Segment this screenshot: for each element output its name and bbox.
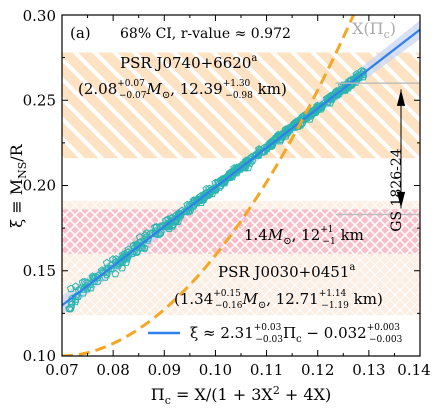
fit-line [62, 28, 420, 307]
scatter-point [248, 156, 257, 165]
curve-label: X(Πc) [352, 19, 396, 41]
psr-j0030-detail: (1.34+0.15 −0.16M⊙, 12.71+1.14 −1.19 km) [174, 289, 383, 311]
x-tick-label: 0.13 [352, 361, 385, 379]
scatter-point [220, 178, 229, 187]
ci-annotation: 68% CI, r-value ≈ 0.972 [120, 26, 291, 42]
x-tick-label: 0.07 [45, 361, 78, 379]
canonical-ns-label: 1.4M⊙, 12+1 −1 km [244, 225, 364, 247]
x-tick-label: 0.11 [250, 361, 283, 379]
y-tick-label: 0.10 [23, 347, 56, 365]
y-tick-labels: 0.10 0.15 0.20 0.25 0.30 [23, 7, 56, 365]
x-tick-label: 0.08 [96, 361, 129, 379]
panel-label: (a) [70, 24, 91, 42]
axis-ticks [61, 14, 421, 357]
x-of-pi-curve [62, 15, 356, 356]
gs-1826-label: GS 1826-24 [389, 148, 405, 231]
legend-fit-label: ξ ≈ 2.31+0.03 −0.03Πc − 0.032+0.003 −0.003 [190, 323, 403, 345]
x-tick-label: 0.12 [301, 361, 334, 379]
scatter-point [65, 304, 74, 313]
scatter-point [340, 84, 349, 93]
gs-1826-range-arrow [396, 89, 406, 209]
scatter-point [168, 222, 177, 230]
scatter-point [79, 285, 88, 293]
scatter-point [199, 194, 207, 203]
scatter-point [255, 144, 263, 153]
scatter-point [307, 110, 316, 119]
y-axis-label: ξ ≡ MNS/R [7, 143, 29, 227]
scatter-point [279, 131, 288, 140]
scatter-point [140, 244, 149, 252]
legend: ξ ≈ 2.31+0.03 −0.03Πc − 0.032+0.003 −0.003 [148, 323, 403, 345]
psr-j0740-detail: (2.08+0.07 −0.07M⊙, 12.39+1.30 −0.98 km) [78, 79, 287, 101]
y-tick-label: 0.30 [23, 7, 56, 25]
scatter-point [111, 269, 120, 278]
scatter-point [101, 273, 110, 281]
scatter-point [67, 303, 75, 312]
scatter-point [161, 222, 170, 231]
y-tick-label: 0.15 [23, 262, 56, 280]
canonical-ns-band [62, 209, 420, 254]
psr-j0030-label: PSR J0030+0451a [218, 262, 355, 281]
x-tick-label: 0.10 [199, 361, 232, 379]
scatter-point [142, 228, 151, 237]
x-tick-labels: 0.07 0.08 0.09 0.10 0.11 0.12 0.13 0.14 [45, 361, 430, 379]
y-tick-label: 0.25 [23, 91, 56, 109]
x-tick-label: 0.09 [148, 361, 181, 379]
scatter-point [343, 82, 352, 91]
scatter-point [102, 258, 111, 267]
psr-j0740-label: PSR J0740+6620a [120, 53, 257, 72]
x-tick-label: 0.14 [397, 361, 430, 379]
scatter-point [71, 297, 80, 306]
scatter-point [327, 94, 336, 103]
y-tick-label: 0.20 [23, 177, 56, 195]
scatter-point [314, 104, 323, 113]
scatter-point [130, 247, 139, 256]
scatter-point [152, 223, 161, 231]
x-axis-label: Πc = X/(1 + 3X2 + 4X) [151, 384, 331, 407]
scatter-point [254, 150, 263, 158]
scatter-point [66, 284, 75, 293]
scatter-point [140, 231, 149, 239]
